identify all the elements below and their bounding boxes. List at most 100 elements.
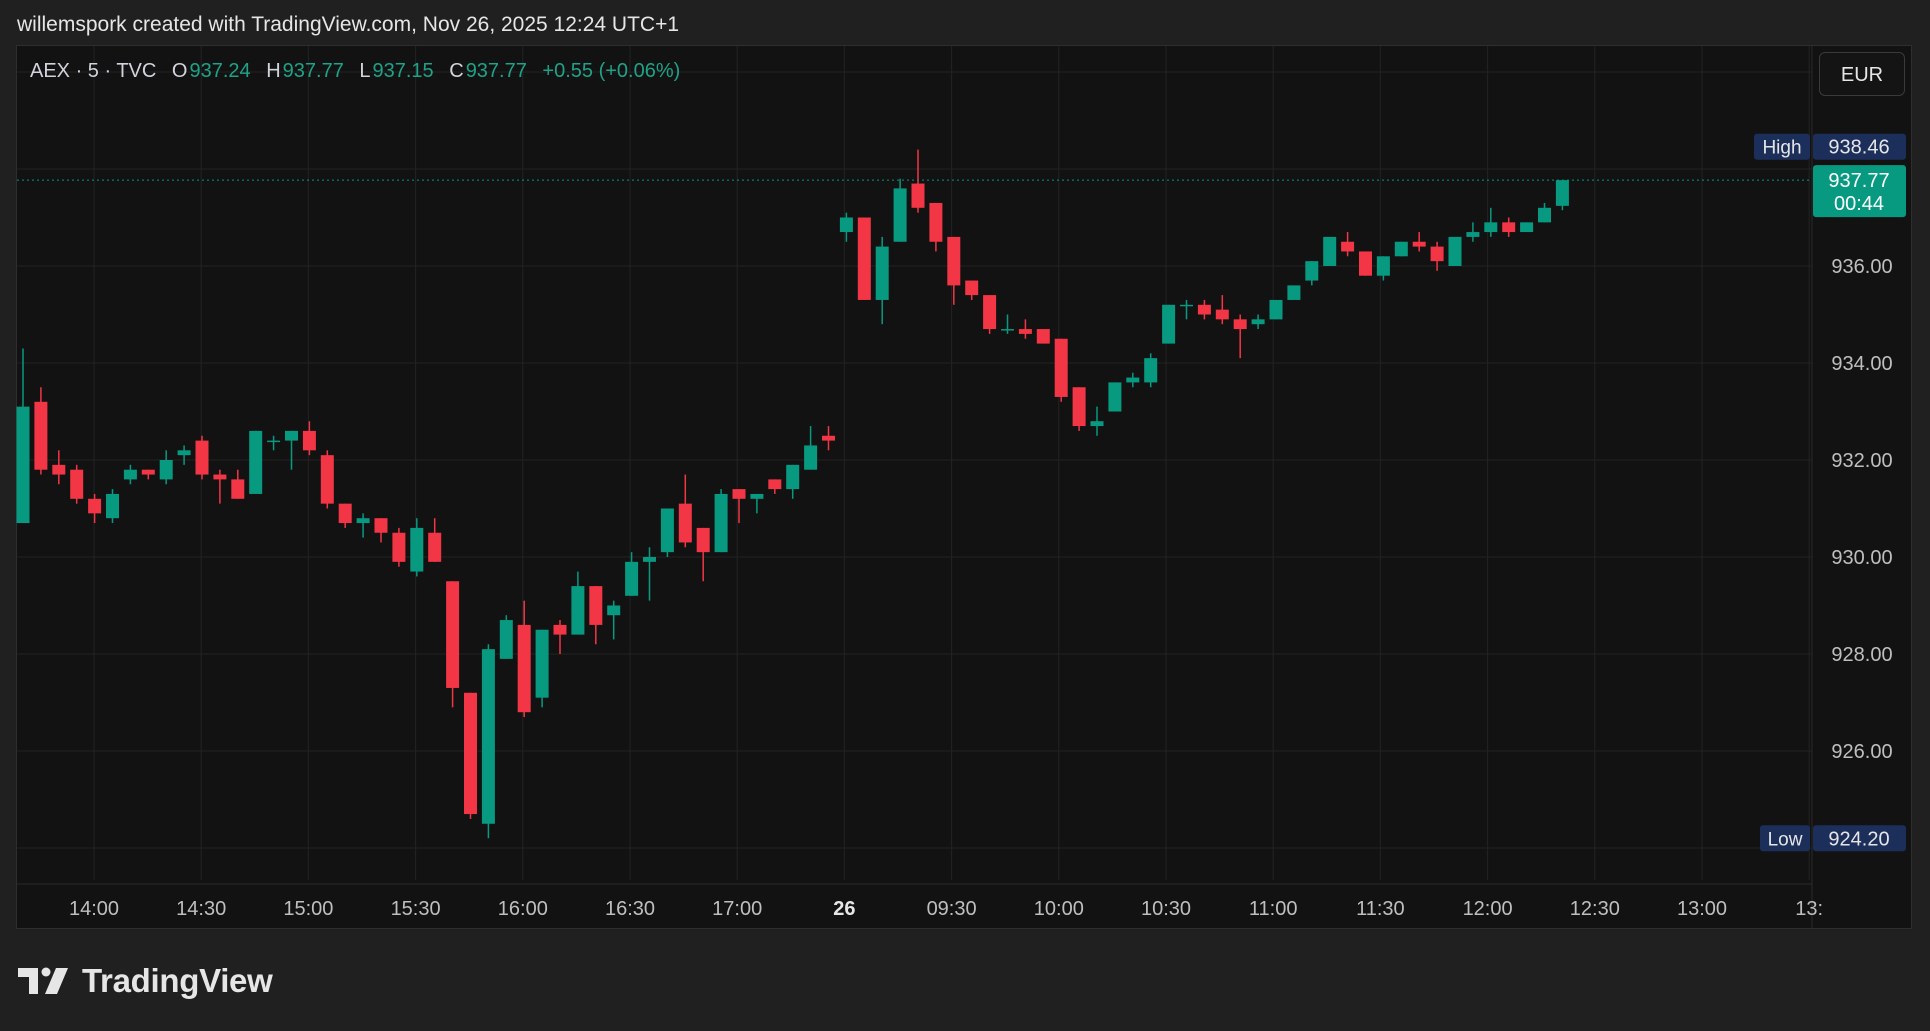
candle-body <box>1036 329 1050 344</box>
candle-body <box>607 605 621 616</box>
time-tick-label: 17:00 <box>712 898 762 920</box>
last-price-label: 937.77 <box>1828 170 1889 192</box>
time-tick-label: 11:00 <box>1249 898 1298 920</box>
candle-body <box>750 493 764 499</box>
candle-body <box>213 474 227 480</box>
candle-body <box>1466 232 1480 237</box>
candle-body <box>499 620 513 659</box>
candle-body <box>428 532 442 562</box>
candle-body <box>1520 222 1534 233</box>
candle-body <box>16 406 30 524</box>
low-label: L <box>359 60 371 82</box>
close-label: C <box>449 60 464 82</box>
low-value-label: 924.20 <box>1828 828 1889 850</box>
candle-body <box>911 183 925 208</box>
candle-body <box>70 469 84 499</box>
candle-body <box>625 561 639 596</box>
open-label: O <box>171 60 188 82</box>
candle-body <box>1054 338 1068 397</box>
candle-body <box>1287 285 1301 300</box>
candle-body <box>893 188 907 242</box>
time-axis: 14:00 14:30 15:00 15:30 16:00 16:30 17:00 26 09:… <box>69 898 1823 920</box>
change-value: +0.55 (+0.06%) <box>542 60 681 82</box>
candle-body <box>285 430 298 441</box>
last-price-bg <box>1813 165 1906 218</box>
candle-body <box>159 460 173 480</box>
low-tag-label: Low <box>1768 829 1803 850</box>
price-tick-label: 928.00 <box>1831 644 1892 666</box>
price-tick-label: 930.00 <box>1831 547 1892 569</box>
price-tick-label: 926.00 <box>1831 741 1892 763</box>
candle-body <box>768 479 782 490</box>
time-tick-label: 09:30 <box>927 898 977 920</box>
candle-body <box>141 469 155 475</box>
candle-body <box>1162 304 1176 344</box>
symbol-label[interactable]: AEX · 5 · TVC <box>30 60 157 82</box>
candle-body <box>195 440 209 475</box>
candle-body <box>589 586 603 625</box>
countdown-label: 00:44 <box>1834 193 1884 215</box>
price-tick-label: 936.00 <box>1831 256 1892 278</box>
time-tick-label: 11:30 <box>1356 898 1405 920</box>
candle-body <box>1484 222 1498 233</box>
time-tick-label: 13: <box>1795 898 1823 920</box>
candle-body <box>553 624 567 635</box>
close-value: 937.77 <box>465 60 527 82</box>
candle-body <box>123 469 137 480</box>
candle-body <box>374 518 388 533</box>
candle-body <box>929 202 943 242</box>
candle-body <box>678 503 692 543</box>
candle-body <box>392 532 406 562</box>
candle-body <box>481 649 495 824</box>
candle-body <box>249 430 263 494</box>
candle-body <box>839 217 853 233</box>
candle-body <box>786 464 800 490</box>
tradingview-brand[interactable]: TradingView <box>18 962 273 1000</box>
candle-body <box>338 503 352 524</box>
candle-body <box>1448 236 1462 266</box>
candle-body <box>52 464 66 475</box>
candle-body <box>1018 329 1032 334</box>
candle-body <box>1251 319 1265 325</box>
time-tick-label: 14:30 <box>176 898 226 920</box>
candle-body <box>660 508 674 553</box>
time-tick-label: 15:30 <box>391 898 441 920</box>
candle-body <box>1430 246 1444 262</box>
candle-body <box>643 557 656 562</box>
brand-name: TradingView <box>82 962 273 999</box>
candle-body <box>1305 261 1319 281</box>
candle-body <box>1341 241 1355 252</box>
candle-body <box>857 217 871 300</box>
high-value-label: 938.46 <box>1828 137 1889 159</box>
candle-body <box>947 236 961 286</box>
candle-body <box>1359 251 1372 276</box>
currency-button[interactable]: EUR <box>1819 52 1905 96</box>
candle-body <box>356 518 370 524</box>
price-axis: 936.00 934.00 932.00 930.00 928.00 926.00 <box>1831 256 1892 763</box>
candle-body <box>302 430 316 451</box>
candle-body <box>1180 304 1193 307</box>
high-label: H <box>266 60 281 82</box>
time-tick-label: 10:00 <box>1034 898 1084 920</box>
candle-body <box>106 493 119 519</box>
low-tag-bg <box>1760 825 1810 852</box>
time-tick-label: 12:30 <box>1570 898 1620 920</box>
candle-body <box>1538 207 1551 223</box>
high-tag-bg <box>1754 133 1810 160</box>
candle-body <box>875 246 889 300</box>
candle-body <box>177 450 191 456</box>
candle-body <box>446 581 460 688</box>
candle-body <box>822 435 835 441</box>
candle-body <box>1197 304 1211 315</box>
price-tick-label: 932.00 <box>1831 450 1892 472</box>
time-tick-label: 13:00 <box>1677 898 1727 920</box>
candle-body <box>965 280 979 296</box>
candle-body <box>1108 382 1122 412</box>
candle-body <box>267 440 281 443</box>
chart-caption: willemspork created with TradingView.com… <box>17 13 680 36</box>
candle-body <box>1090 421 1104 427</box>
candle-body <box>983 295 997 330</box>
